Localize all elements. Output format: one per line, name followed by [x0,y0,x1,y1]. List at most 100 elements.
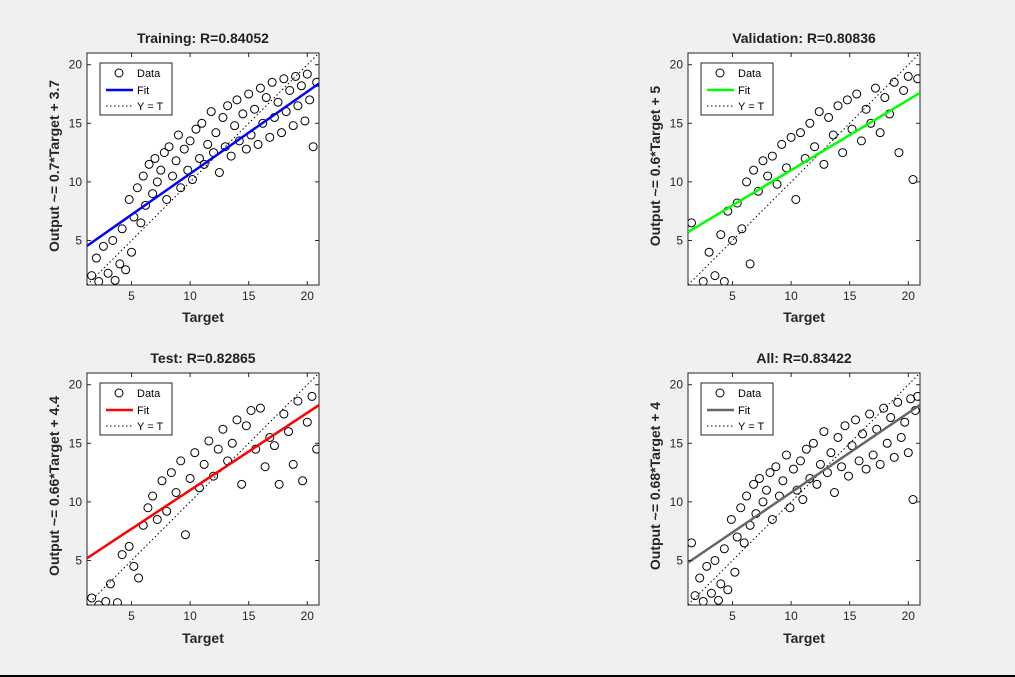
data-point [291,71,301,81]
data-point [688,218,697,228]
data-point [180,530,190,540]
data-point [98,241,108,251]
data-point [168,171,178,181]
x-tick-label: 5 [729,609,736,623]
data-point [152,177,162,187]
data-point [719,544,729,554]
panel-training: Training: R=0.84052 Target Output ~= 0.7… [46,30,320,325]
data-point [828,130,838,140]
y-tick-label: 5 [676,553,683,567]
data-point [728,235,738,245]
panel-title: All: R=0.83422 [756,350,852,366]
y-tick-label: 5 [75,553,82,567]
data-point [218,424,228,434]
fit-line [688,403,920,564]
panel-title: Validation: R=0.80836 [732,30,876,46]
data-point [302,69,312,79]
data-point [296,81,306,91]
x-tick-label: 10 [784,289,798,303]
data-point [197,118,207,128]
data-point [285,85,295,95]
data-point [812,479,822,489]
data-point [190,448,200,458]
data-point [732,532,742,542]
data-point [900,417,910,427]
data-point [788,464,798,474]
y-axis-label: Output ~= 0.68*Target + 4 [647,402,663,570]
data-point [143,503,153,513]
data-point [87,593,97,603]
data-point [695,573,705,583]
data-point [723,585,733,595]
legend-identity-label: Y = T [738,421,764,433]
plot-content [87,373,319,605]
data-point [765,468,775,478]
data-point [132,183,142,193]
data-point [300,116,310,126]
legend-data-label: Data [137,68,161,80]
plot-content [688,373,920,605]
data-point [762,485,772,495]
data-point [94,276,104,285]
data-point [730,567,740,577]
data-point [117,550,127,560]
data-point [164,142,174,152]
x-tick-label: 15 [843,289,857,303]
data-point [758,497,768,507]
legend-data-label: Data [137,388,161,400]
data-point [246,405,256,415]
data-point [253,139,263,149]
data-point [223,101,233,111]
plot-content [87,53,319,285]
data-point [260,462,270,472]
data-point [308,142,318,152]
data-point [844,471,854,481]
data-point [854,456,864,466]
data-point [840,421,850,431]
data-point [737,224,747,234]
legend-identity-label: Y = T [738,101,764,113]
y-tick-label: 10 [69,175,83,189]
data-point [842,95,852,105]
data-point [829,488,839,498]
data-point [893,397,903,407]
data-point [866,118,876,128]
data-point [238,109,248,119]
data-point [277,128,287,138]
panel-test: Test: R=0.82865 Target Output ~= 0.66*Ta… [46,350,320,646]
data-point [110,275,120,285]
panel-title: Test: R=0.82865 [150,350,255,366]
data-point [176,456,186,466]
data-point [265,432,275,442]
data-point [230,121,240,131]
x-tick-label: 20 [902,609,916,623]
data-point [204,436,214,446]
data-point [716,579,726,589]
y-tick-label: 20 [670,58,684,72]
data-point [138,171,148,181]
data-point [199,159,209,169]
data-point [742,177,752,187]
legend-fit-label: Fit [137,85,149,97]
data-point [274,479,284,489]
data-point [284,427,294,437]
data-point [136,218,146,228]
y-tick-label: 5 [676,233,683,247]
data-point [716,230,726,240]
x-axis-label: Target [783,309,825,325]
data-point [232,415,242,425]
x-axis-label: Target [182,630,224,646]
data-point [861,104,871,114]
data-point [144,159,154,169]
data-point [861,464,871,474]
x-tick-label: 15 [242,609,256,623]
data-point [267,77,277,87]
y-tick-label: 10 [670,495,684,509]
data-point [870,83,880,93]
legend-data-marker [114,68,124,78]
data-point [815,459,825,469]
data-point [241,144,251,154]
data-point [798,495,808,505]
data-point [778,476,788,486]
data-point [710,555,720,565]
